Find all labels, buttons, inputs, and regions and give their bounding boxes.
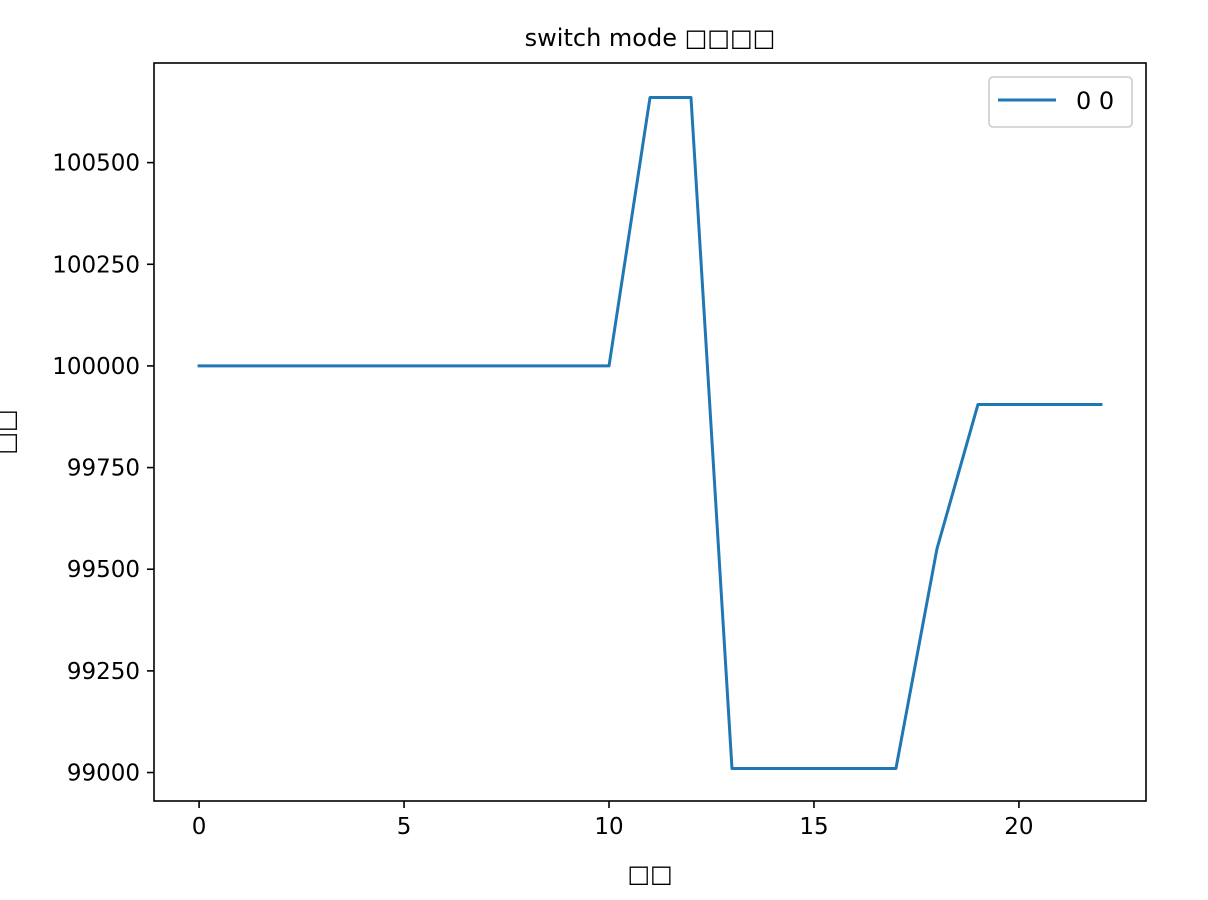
legend: 0 0 (989, 77, 1132, 127)
x-tick-label: 5 (397, 814, 412, 840)
x-tick-label: 0 (192, 814, 207, 840)
y-tick-label: 99500 (67, 557, 140, 583)
y-tick-label: 100000 (52, 354, 140, 380)
y-axis-label: □□ (0, 409, 20, 454)
y-tick-label: 100500 (52, 151, 140, 177)
x-tick-label: 15 (799, 814, 828, 840)
y-tick-label: 99750 (67, 456, 140, 482)
y-tick-label: 100250 (52, 252, 140, 278)
chart-title: switch mode □□□□ (525, 24, 776, 52)
x-tick-label: 20 (1004, 814, 1033, 840)
y-tick-label: 99250 (67, 659, 140, 685)
x-axis-label: □□ (627, 860, 672, 888)
y-tick-label: 99000 (67, 761, 140, 787)
x-tick-label: 10 (594, 814, 623, 840)
legend-entry-label: 0 0 (1076, 87, 1114, 115)
